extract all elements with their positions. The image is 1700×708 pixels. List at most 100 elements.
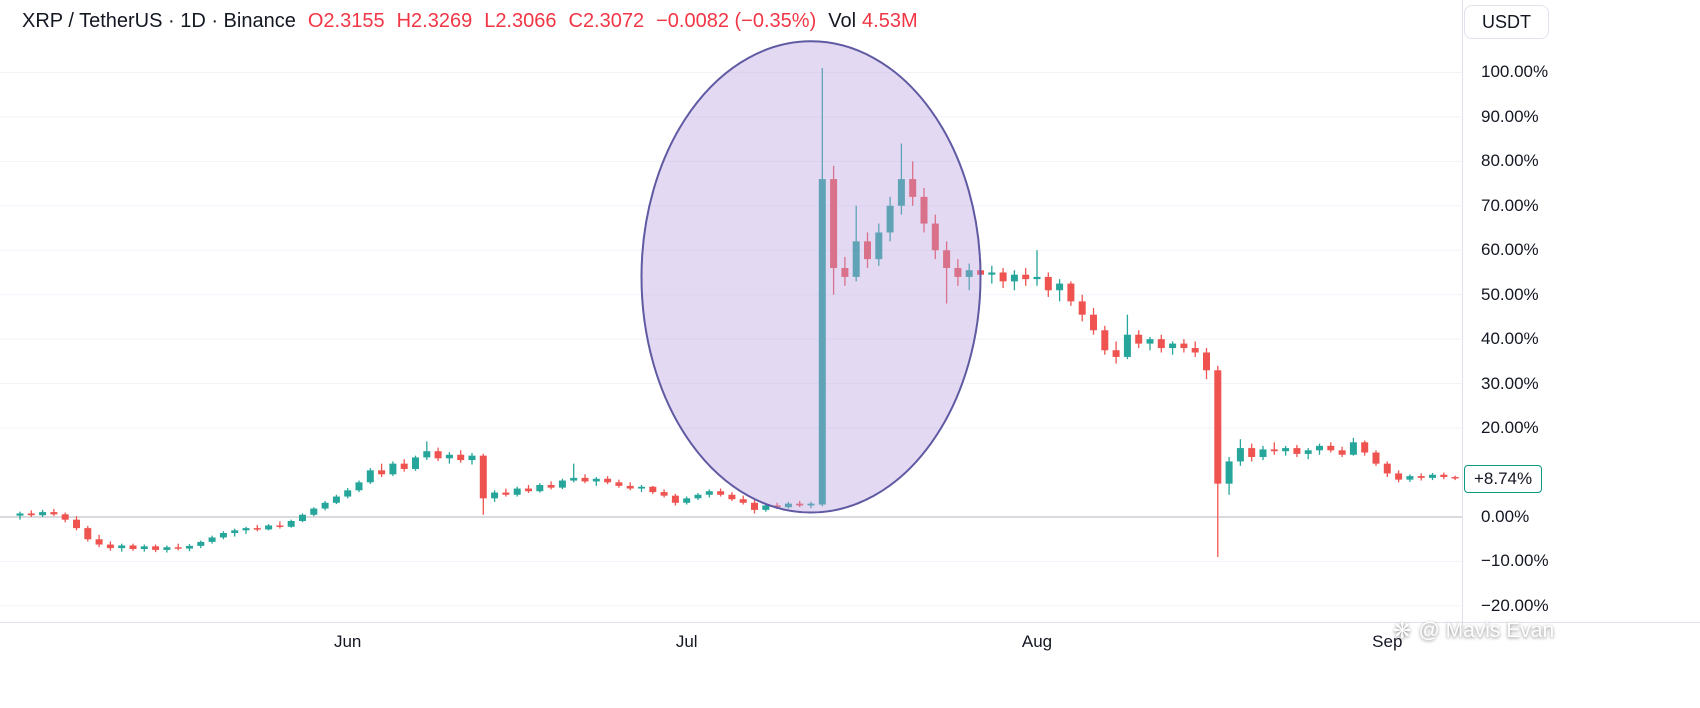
price-axis[interactable]: 100.00% 90.00% 80.00% 70.00% 60.00% 50.00% 40.… bbox=[1462, 0, 1700, 622]
candle-body bbox=[604, 478, 612, 483]
candle-body bbox=[751, 502, 758, 510]
candle-body bbox=[1259, 449, 1267, 457]
candle-body bbox=[1157, 339, 1165, 349]
candle-body bbox=[830, 179, 838, 269]
candle-body bbox=[739, 499, 747, 503]
price-axis-label: 100.00% bbox=[1481, 62, 1549, 82]
price-axis-label: 0.00% bbox=[1481, 507, 1530, 526]
candle-body bbox=[1067, 283, 1075, 302]
candle-body bbox=[219, 533, 227, 538]
candle-body bbox=[378, 470, 386, 475]
time-axis-label: Aug bbox=[1021, 632, 1053, 651]
candle-body bbox=[197, 541, 205, 546]
candle-body bbox=[920, 196, 928, 224]
candle-body bbox=[84, 528, 92, 540]
candle-body bbox=[1361, 442, 1369, 453]
candle-body bbox=[129, 545, 137, 550]
candle-body bbox=[1033, 276, 1041, 280]
candle-body bbox=[321, 502, 329, 509]
price-axis-label: −10.00% bbox=[1481, 551, 1549, 571]
watermark-text: @ Mavis Evan bbox=[1418, 619, 1555, 642]
candle-body bbox=[694, 494, 702, 499]
candle-body bbox=[909, 179, 917, 197]
candle-body bbox=[1282, 448, 1290, 452]
last-price-badge: +8.74% bbox=[1464, 465, 1543, 494]
candle-body bbox=[558, 480, 566, 488]
candle-body bbox=[1203, 352, 1210, 371]
candle-body bbox=[1078, 301, 1086, 315]
candlestick-chart[interactable] bbox=[0, 0, 1462, 622]
highlight-ellipse-annotation[interactable] bbox=[640, 40, 982, 514]
symbol-title[interactable]: XRP / TetherUS · 1D · Binance bbox=[22, 10, 296, 32]
candle-body bbox=[592, 478, 600, 482]
candle-body bbox=[118, 545, 126, 549]
candle-body bbox=[1440, 474, 1448, 477]
candle-body bbox=[705, 491, 713, 495]
candle-body bbox=[999, 272, 1007, 282]
candle-body bbox=[581, 477, 589, 482]
candle-body bbox=[1010, 274, 1018, 282]
candle-body bbox=[186, 545, 193, 549]
candle-body bbox=[287, 521, 295, 527]
candle-body bbox=[366, 470, 374, 483]
candle-body bbox=[400, 463, 408, 469]
candle-body bbox=[231, 530, 239, 534]
candle-body bbox=[174, 547, 182, 549]
candle-body bbox=[1169, 343, 1177, 349]
candle-body bbox=[445, 454, 453, 459]
volume-value: 4.53M bbox=[862, 10, 918, 32]
price-axis-label: 60.00% bbox=[1481, 240, 1539, 260]
candle-body bbox=[27, 513, 35, 516]
time-axis-label: Jul bbox=[675, 632, 698, 651]
candle-body bbox=[1146, 339, 1154, 344]
candle-body bbox=[615, 482, 623, 486]
candle-body bbox=[683, 498, 691, 503]
candle-body bbox=[1090, 314, 1097, 331]
candle-body bbox=[1022, 274, 1030, 280]
candle-body bbox=[536, 484, 544, 492]
watermark-logo-icon: ❋ bbox=[1393, 618, 1412, 643]
candle-body bbox=[513, 488, 521, 495]
candle-body bbox=[1349, 442, 1357, 455]
candle-body bbox=[344, 490, 352, 497]
candle-body bbox=[423, 451, 431, 458]
candle-body bbox=[773, 505, 781, 508]
candle-body bbox=[728, 494, 736, 500]
price-axis-label: 80.00% bbox=[1481, 151, 1539, 171]
candle-body bbox=[1429, 474, 1436, 478]
candle-body bbox=[1135, 334, 1143, 344]
candle-body bbox=[299, 514, 306, 522]
candle-body bbox=[310, 508, 318, 515]
volume-label: Vol bbox=[828, 10, 857, 32]
candle-body bbox=[1383, 463, 1391, 474]
candle-body bbox=[525, 488, 532, 492]
candle-body bbox=[389, 463, 397, 475]
candle-body bbox=[39, 512, 47, 516]
candle-body bbox=[479, 455, 487, 499]
candle-body bbox=[1327, 445, 1335, 451]
candle-body bbox=[762, 505, 770, 510]
ohlc-close: C2.3072 bbox=[568, 10, 645, 32]
candle-body bbox=[1236, 448, 1244, 462]
candle-body bbox=[242, 528, 250, 531]
candle-body bbox=[943, 250, 951, 269]
candle-body bbox=[1112, 350, 1120, 357]
candle-body bbox=[1417, 476, 1425, 478]
candle-body bbox=[897, 179, 905, 206]
candle-body bbox=[965, 270, 973, 277]
symbol-header: XRP / TetherUS · 1D · Binance O2.3155 H2… bbox=[22, 10, 918, 33]
watermark: ❋ @ Mavis Evan bbox=[1393, 618, 1554, 644]
candle-body bbox=[1191, 348, 1199, 353]
candle-body bbox=[163, 547, 171, 550]
candle-body bbox=[491, 492, 499, 499]
price-axis-label: 20.00% bbox=[1481, 418, 1539, 438]
unit-toggle-button[interactable]: USDT bbox=[1464, 5, 1549, 39]
time-axis[interactable]: Jun Jul Aug Sep bbox=[0, 622, 1700, 708]
candle-body bbox=[1293, 448, 1301, 454]
candle-body bbox=[412, 457, 419, 469]
time-axis-label: Jun bbox=[333, 632, 362, 651]
candle-body bbox=[434, 451, 442, 459]
time-axis-label: Sep bbox=[1372, 632, 1403, 651]
candle-body bbox=[660, 492, 668, 496]
